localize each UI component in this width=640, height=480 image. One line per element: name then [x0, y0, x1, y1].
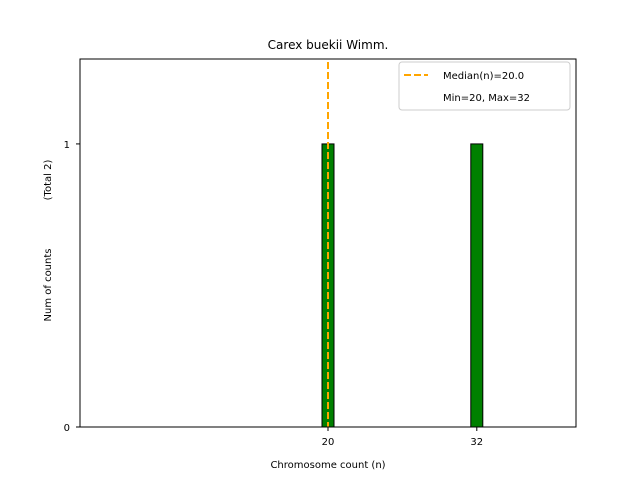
y-ticks: 01 [64, 140, 80, 434]
legend-minmax-label: Min=20, Max=32 [443, 93, 530, 104]
x-ticks: 20 32 [322, 427, 483, 448]
x-tick-label-32: 32 [470, 437, 483, 448]
bars-group [80, 143, 555, 428]
y-axis-label: Num of counts [43, 249, 54, 322]
y-tick-label-0: 0 [64, 423, 70, 434]
bar-32 [470, 143, 484, 428]
legend-median-label: Median(n)=20.0 [443, 71, 524, 82]
legend-box [398, 61, 571, 111]
y-tick-label-1: 1 [64, 140, 70, 151]
chart-title: Carex buekii Wimm. [268, 38, 389, 52]
legend: Median(n)=20.0 Min=20, Max=32 [398, 61, 571, 111]
y-axis-total: (Total 2) [43, 160, 54, 201]
x-axis-label: Chromosome count (n) [270, 460, 385, 471]
x-tick-label-20: 20 [322, 437, 335, 448]
